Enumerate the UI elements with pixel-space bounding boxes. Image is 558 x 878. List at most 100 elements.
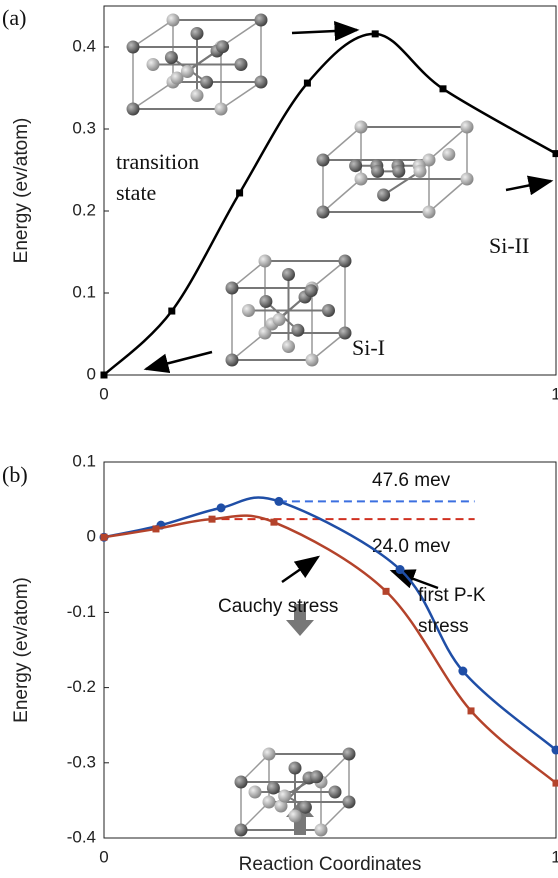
atom [422, 153, 436, 167]
x-axis-label: Reaction Coordinates [239, 854, 422, 875]
crystal-edge [231, 260, 266, 289]
crystal-edge [220, 81, 262, 110]
atom [166, 13, 180, 27]
panel-label: (a) [2, 5, 26, 30]
crystal-illustration [234, 747, 356, 837]
annotation: Si-I [352, 335, 385, 360]
atom [422, 205, 436, 219]
plot-frame [103, 461, 557, 839]
atom [371, 164, 385, 178]
point-marker [552, 150, 558, 158]
crystal-illustration [126, 13, 268, 116]
crystal-illustration [225, 254, 352, 367]
atom [126, 102, 140, 116]
arrow [291, 21, 360, 42]
atom [190, 89, 204, 102]
atom [316, 205, 330, 219]
atom [274, 799, 288, 813]
annotation: stress [418, 616, 469, 637]
y-tick-label: -0.4 [67, 827, 96, 846]
atom [338, 326, 352, 340]
atom [314, 823, 328, 837]
atom [254, 13, 268, 27]
atom [225, 281, 239, 295]
atom [354, 120, 368, 134]
y-tick-label: 0.3 [72, 118, 96, 137]
atom [146, 58, 160, 71]
atom [200, 75, 214, 89]
point-marker [439, 85, 447, 93]
point-marker [382, 587, 390, 595]
atom [272, 313, 286, 326]
atom [338, 254, 352, 268]
point-marker [551, 745, 558, 755]
atom [234, 823, 248, 837]
atom [442, 147, 456, 161]
crystal-edge [320, 753, 350, 783]
atom [248, 785, 262, 799]
atom [392, 164, 406, 178]
point-marker [303, 79, 311, 87]
atom [254, 75, 268, 89]
annotation: transition [116, 149, 199, 174]
crystal-edge [322, 178, 362, 213]
atom [180, 65, 194, 78]
point-marker [216, 503, 226, 513]
crystal-edge [311, 260, 346, 289]
atom [305, 353, 319, 367]
crystal-edge [322, 126, 362, 161]
atom [258, 326, 272, 340]
point-marker [458, 666, 468, 676]
atom [316, 153, 330, 167]
point-marker [168, 307, 176, 315]
crystal-edge [132, 19, 174, 48]
crystal-edge [428, 178, 468, 213]
atom [190, 27, 204, 40]
atom [266, 781, 280, 795]
crystal-illustration [316, 120, 474, 219]
y-tick-label: 0.4 [72, 36, 96, 55]
atom [328, 785, 342, 799]
atom [291, 323, 305, 337]
y-axis-label: Energy (ev/atom) [11, 577, 32, 723]
point-marker [552, 779, 558, 787]
atom [310, 770, 324, 784]
atom [282, 268, 295, 281]
point-marker [208, 515, 216, 523]
point-marker [371, 30, 379, 38]
atom [242, 304, 255, 317]
atom [170, 71, 184, 85]
arrow [505, 175, 554, 196]
atom [354, 172, 368, 186]
reference-label: 24.0 mev [372, 536, 451, 557]
atom [460, 120, 474, 134]
atom [322, 304, 335, 317]
point-marker [100, 371, 108, 379]
atom [258, 254, 272, 268]
atom [349, 159, 363, 173]
atom [259, 295, 273, 308]
crystal-edge [231, 332, 266, 361]
plot-frame [103, 5, 557, 376]
atom [216, 40, 230, 54]
point-marker [467, 707, 475, 715]
atom [262, 747, 276, 761]
x-tick-label: 0 [99, 384, 108, 403]
point-marker [152, 525, 160, 533]
atom [288, 809, 302, 823]
atom [342, 795, 356, 809]
series-line [103, 514, 557, 785]
atom [234, 58, 248, 71]
arrow [143, 350, 213, 374]
y-tick-label: -0.1 [67, 602, 96, 621]
point-marker [236, 189, 244, 197]
compression-arrows [286, 604, 314, 835]
crystal-edge [428, 126, 468, 161]
atom [126, 40, 140, 54]
atom [413, 164, 427, 178]
atom [298, 800, 312, 814]
y-tick-label: 0.1 [72, 282, 96, 301]
atom [262, 795, 276, 809]
